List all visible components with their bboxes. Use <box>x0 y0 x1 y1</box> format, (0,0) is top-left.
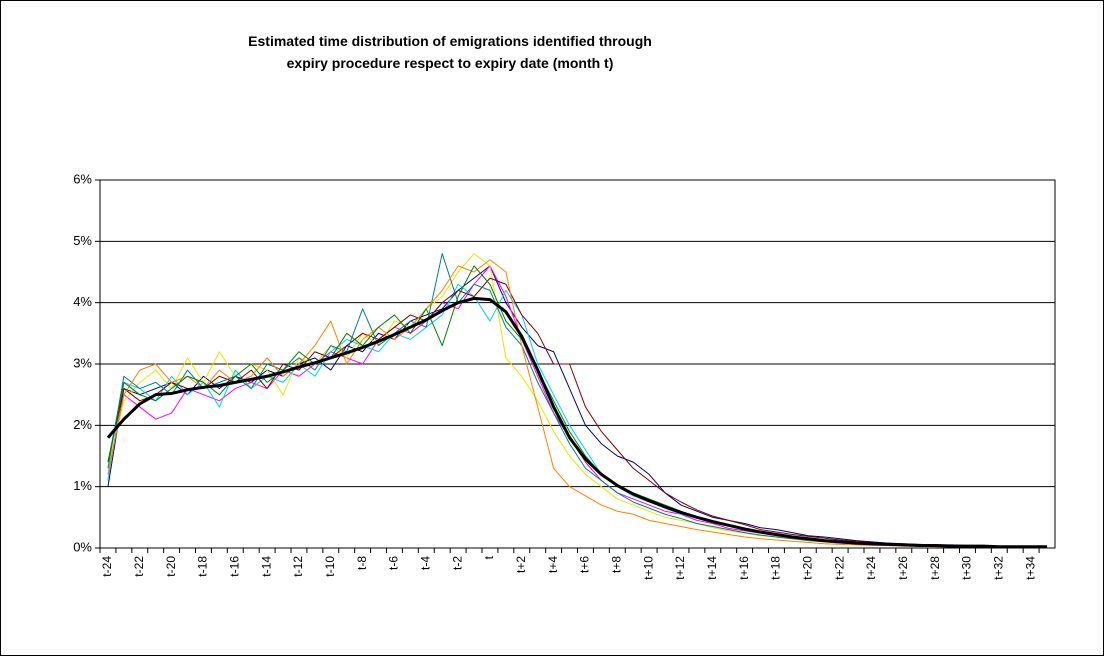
x-tick-label: t-12 <box>291 556 305 577</box>
y-tick-label: 2% <box>73 417 92 432</box>
x-tick-label: t-20 <box>164 556 178 577</box>
x-tick-label: t-18 <box>196 556 210 577</box>
y-tick-label: 3% <box>73 355 92 370</box>
x-tick-label: t+34 <box>1023 556 1037 580</box>
x-tick-label: t-24 <box>100 556 114 577</box>
y-tick-label: 0% <box>73 539 92 554</box>
x-tick-label: t+2 <box>514 556 528 573</box>
x-tick-label: t-2 <box>450 556 464 570</box>
x-tick-label: t+12 <box>673 556 687 580</box>
series-line <box>106 296 1048 549</box>
x-tick-label: t-4 <box>418 556 432 570</box>
x-tick-label: t+4 <box>546 556 560 573</box>
x-tick-label: t+16 <box>737 556 751 580</box>
y-tick-label: 6% <box>73 171 92 186</box>
x-tick-label: t+6 <box>578 556 592 573</box>
y-tick-label: 4% <box>73 294 92 309</box>
y-tick-label: 1% <box>73 478 92 493</box>
chart-title: expiry procedure respect to expiry date … <box>287 55 614 71</box>
x-tick-label: t+26 <box>896 556 910 580</box>
x-tick-label: t-22 <box>132 556 146 577</box>
chart-title: Estimated time distribution of emigratio… <box>248 33 652 49</box>
x-tick-label: t+24 <box>864 556 878 580</box>
x-tick-label: t+10 <box>641 556 655 580</box>
x-tick-label: t+22 <box>832 556 846 580</box>
x-tick-label: t+30 <box>960 556 974 580</box>
x-tick-label: t+20 <box>800 556 814 580</box>
x-tick-label: t-16 <box>227 556 241 577</box>
x-tick-label: t+32 <box>991 556 1005 580</box>
x-tick-label: t <box>482 555 496 559</box>
x-tick-label: t+18 <box>769 556 783 580</box>
x-tick-label: t-6 <box>387 556 401 570</box>
x-tick-label: t+8 <box>609 556 623 573</box>
x-tick-label: t-8 <box>355 556 369 570</box>
y-tick-label: 5% <box>73 233 92 248</box>
x-tick-label: t-14 <box>259 556 273 577</box>
x-tick-label: t+28 <box>928 556 942 580</box>
x-tick-label: t-10 <box>323 556 337 577</box>
x-tick-label: t+14 <box>705 556 719 580</box>
